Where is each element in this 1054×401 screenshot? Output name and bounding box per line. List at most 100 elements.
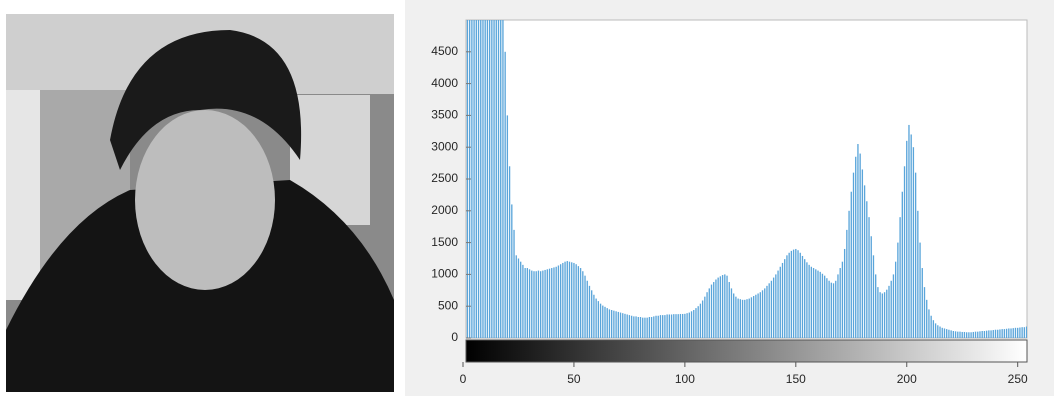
- bar: [934, 323, 937, 338]
- bar: [750, 297, 753, 338]
- bar: [890, 280, 892, 338]
- bar: [588, 285, 591, 338]
- bar: [790, 250, 793, 338]
- bar: [997, 329, 999, 338]
- bar: [866, 201, 868, 338]
- bar: [859, 153, 861, 338]
- bar: [622, 313, 624, 338]
- bar: [604, 306, 606, 338]
- bar: [650, 317, 653, 338]
- bar: [690, 311, 693, 338]
- bar: [635, 316, 637, 338]
- bar: [571, 262, 573, 338]
- bar: [759, 292, 761, 338]
- bar: [737, 298, 739, 338]
- bar: [817, 270, 819, 338]
- bar: [917, 210, 919, 338]
- bar: [513, 229, 515, 338]
- bar: [943, 328, 946, 338]
- bar: [619, 312, 622, 338]
- bar: [728, 282, 730, 338]
- bar: [568, 261, 571, 338]
- bar: [537, 270, 540, 338]
- bar: [830, 282, 832, 338]
- bar: [839, 268, 841, 338]
- bar: [506, 115, 509, 338]
- bar: [823, 275, 826, 338]
- bar: [983, 331, 986, 338]
- bar: [877, 287, 879, 338]
- bar: [719, 276, 722, 338]
- bar: [939, 326, 941, 338]
- bar: [770, 280, 773, 338]
- bar: [815, 269, 817, 338]
- bar: [799, 252, 801, 338]
- bar: [668, 314, 671, 338]
- bar: [755, 294, 757, 338]
- bar: [857, 144, 859, 338]
- bar: [628, 315, 631, 338]
- bar: [480, 20, 482, 338]
- bar: [508, 166, 511, 338]
- colorbar: [465, 339, 1028, 363]
- bar: [486, 20, 489, 338]
- bar: [792, 249, 795, 338]
- bar: [695, 308, 697, 338]
- bar: [977, 331, 979, 338]
- bar: [710, 284, 713, 338]
- bar: [477, 20, 480, 338]
- bar: [613, 310, 615, 338]
- x-tick-label: 150: [786, 372, 806, 386]
- bar: [528, 269, 531, 338]
- bar: [733, 293, 735, 338]
- bar: [524, 268, 526, 338]
- bar: [806, 262, 808, 338]
- bar: [551, 268, 553, 338]
- bar: [504, 51, 506, 338]
- bar: [912, 147, 915, 338]
- bar: [475, 20, 477, 338]
- bar: [526, 268, 529, 338]
- bar: [500, 20, 502, 338]
- bar: [615, 311, 617, 338]
- bar: [548, 268, 551, 338]
- bar: [841, 261, 844, 338]
- bar: [708, 288, 710, 338]
- bar: [730, 288, 733, 338]
- bar: [892, 274, 895, 338]
- bar: [544, 269, 546, 338]
- bar: [488, 20, 491, 338]
- bar: [852, 172, 855, 338]
- bar: [495, 20, 497, 338]
- x-tick-label: 50: [567, 372, 581, 386]
- bar: [557, 265, 560, 338]
- bar: [832, 283, 835, 338]
- bar: [670, 314, 673, 338]
- bar: [788, 252, 790, 338]
- bar: [784, 259, 786, 338]
- bar: [881, 293, 884, 338]
- bar: [804, 259, 806, 338]
- bar: [546, 269, 548, 338]
- bar: [957, 331, 959, 338]
- bar: [1001, 329, 1003, 338]
- bar: [522, 264, 524, 338]
- bar: [883, 292, 886, 338]
- bar: [662, 315, 664, 338]
- bar: [624, 313, 626, 338]
- bar: [921, 268, 923, 338]
- bar: [706, 292, 708, 338]
- bar: [704, 296, 706, 338]
- bar: [582, 271, 584, 338]
- bar: [555, 266, 557, 338]
- bar: [715, 279, 717, 338]
- bar: [1005, 328, 1008, 338]
- bar: [748, 298, 750, 338]
- bar: [979, 331, 981, 338]
- bar: [981, 331, 983, 338]
- bar: [724, 274, 726, 338]
- bar: [946, 329, 948, 338]
- bar: [562, 262, 564, 338]
- bar: [655, 315, 657, 338]
- bar: [835, 280, 837, 338]
